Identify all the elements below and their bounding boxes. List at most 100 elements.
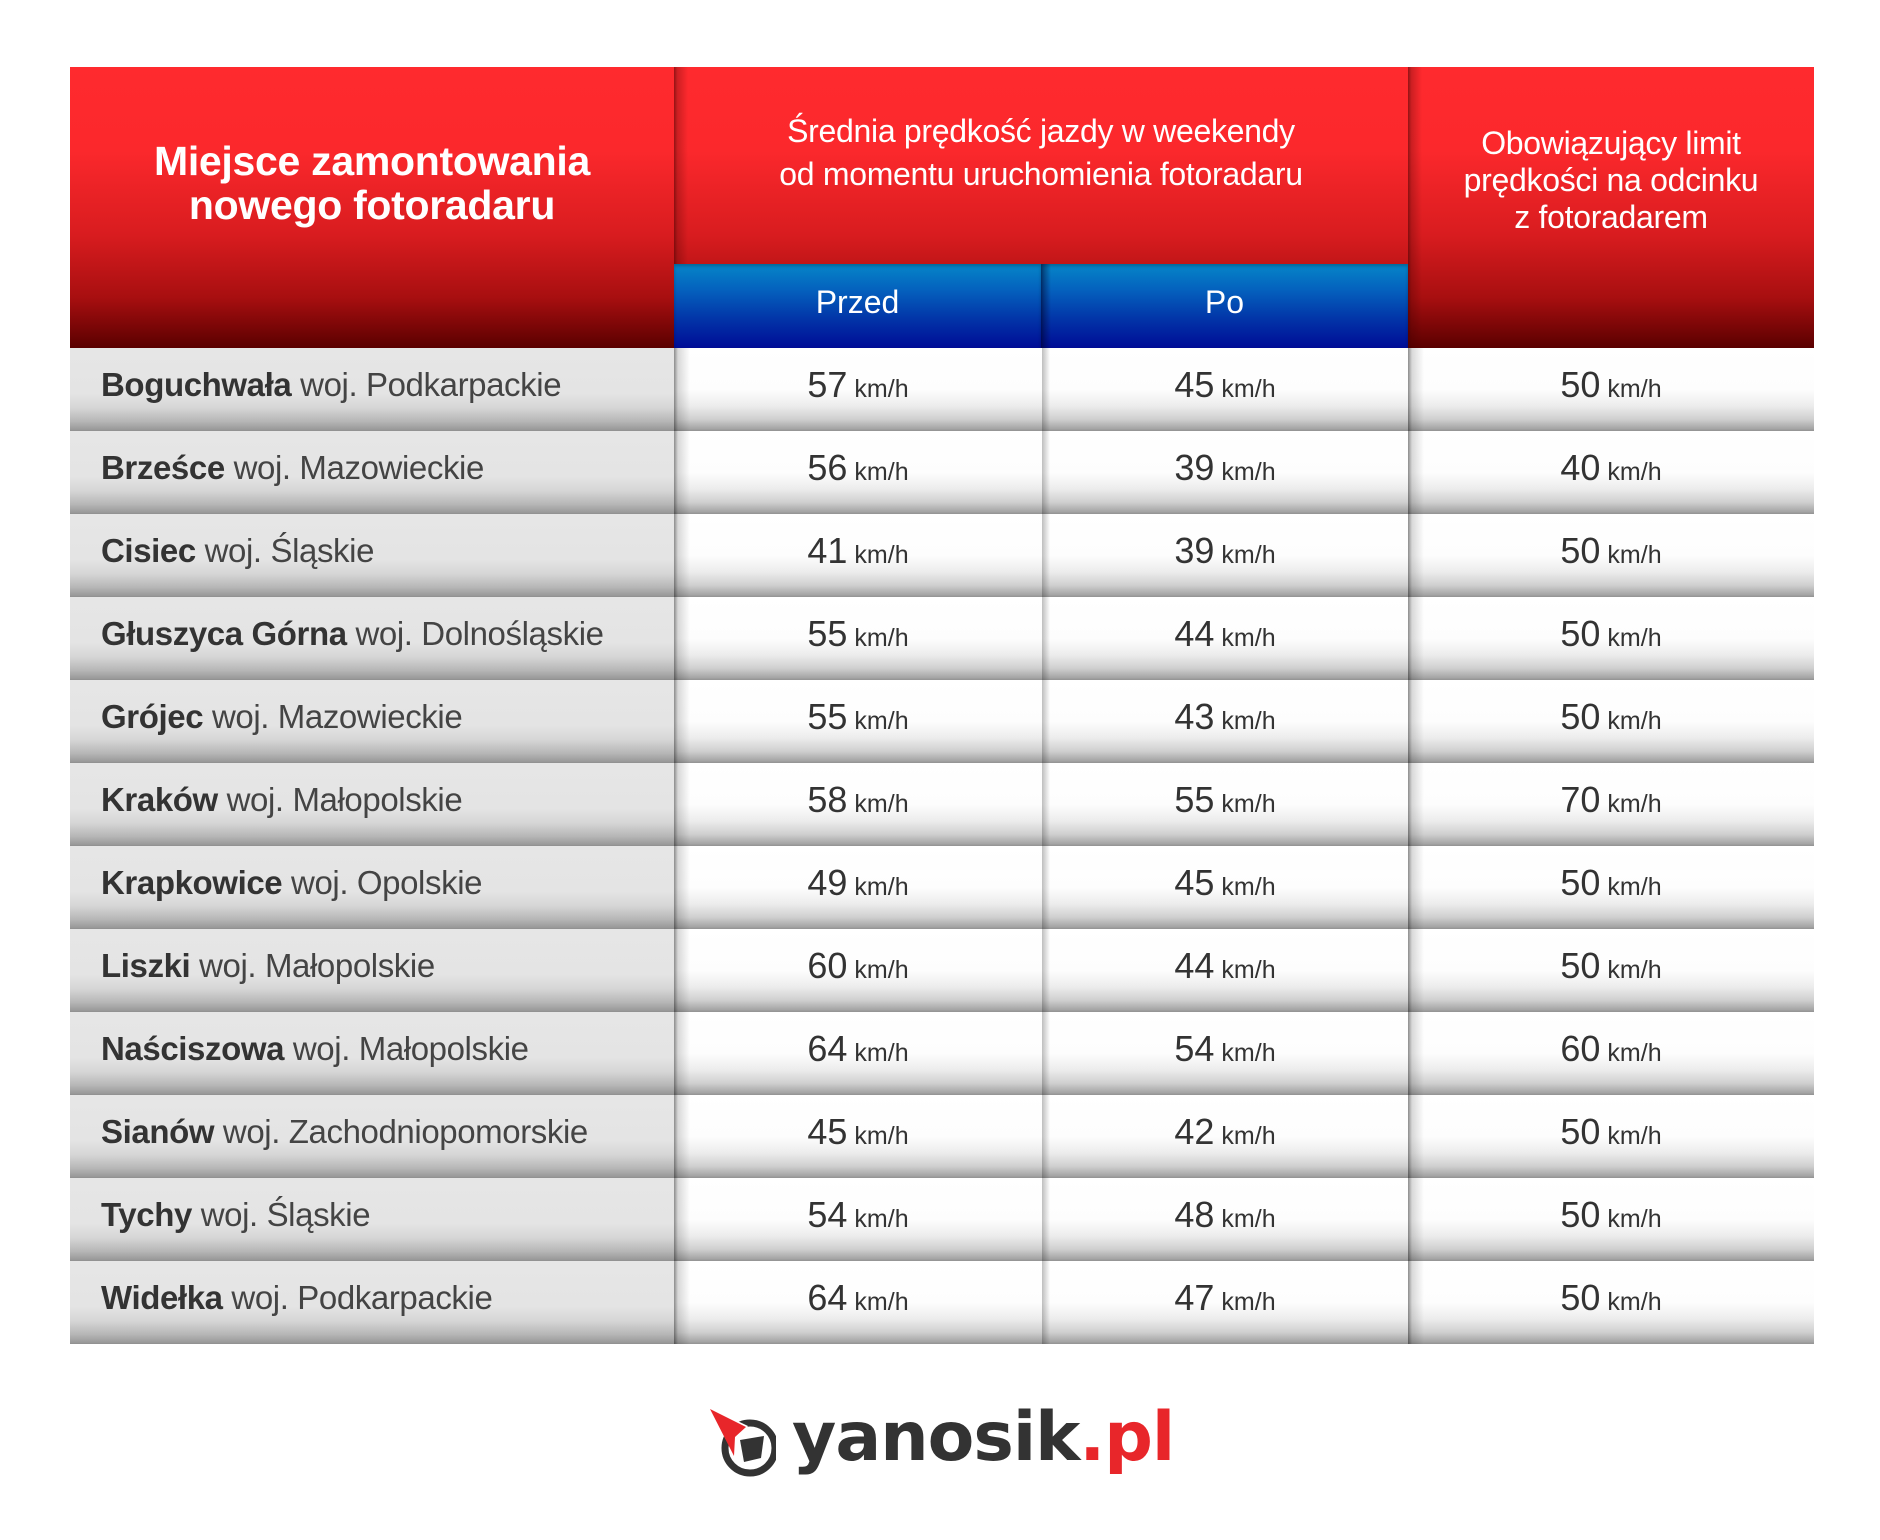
- table-row: Cisiec woj. Śląskie 41 km/h 39 km/h 50 km/h: [70, 514, 1814, 597]
- after-value: 54: [1174, 1028, 1215, 1069]
- unit-label: km/h: [854, 1205, 909, 1233]
- limit-cell: 50 km/h: [1408, 1178, 1814, 1261]
- place-region: woj. Małopolskie: [226, 781, 463, 818]
- after-value: 47: [1174, 1277, 1215, 1318]
- after-cell: 47 km/h: [1042, 1261, 1408, 1344]
- place-name: Tychy: [101, 1196, 192, 1233]
- before-cell: 49 km/h: [674, 846, 1042, 929]
- header-avg-speed-title: Średnia prędkość jazdy w weekendy od mom…: [674, 110, 1408, 196]
- table-row: Kraków woj. Małopolskie 58 km/h 55 km/h 70…: [70, 763, 1814, 846]
- before-cell: 64 km/h: [674, 1012, 1042, 1095]
- unit-label: km/h: [1607, 375, 1662, 403]
- header-limit-line-2: prędkości na odcinku: [1463, 162, 1759, 198]
- unit-label: km/h: [1607, 873, 1662, 901]
- after-value: 45: [1174, 862, 1215, 903]
- table-body: Boguchwała woj. Podkarpackie 57 km/h 45 km…: [70, 348, 1814, 1344]
- unit-label: km/h: [854, 624, 909, 652]
- limit-value: 60: [1560, 1028, 1601, 1069]
- yanosik-logo: yanosik.pl: [706, 1400, 1186, 1480]
- unit-label: km/h: [1607, 707, 1662, 735]
- place-region: woj. Śląskie: [204, 532, 375, 569]
- before-cell: 56 km/h: [674, 431, 1042, 514]
- place-cell: Kraków woj. Małopolskie: [70, 763, 674, 846]
- limit-value: 50: [1560, 530, 1601, 571]
- place-cell: Brześce woj. Mazowieckie: [70, 431, 674, 514]
- after-cell: 45 km/h: [1042, 348, 1408, 431]
- place-cell: Naściszowa woj. Małopolskie: [70, 1012, 674, 1095]
- unit-label: km/h: [1607, 1122, 1662, 1150]
- limit-cell: 50 km/h: [1408, 514, 1814, 597]
- before-value: 54: [807, 1194, 848, 1235]
- place-name: Krapkowice: [101, 864, 283, 901]
- after-value: 48: [1174, 1194, 1215, 1235]
- unit-label: km/h: [1221, 375, 1276, 403]
- unit-label: km/h: [1221, 458, 1276, 486]
- table-row: Boguchwała woj. Podkarpackie 57 km/h 45 km…: [70, 348, 1814, 431]
- limit-value: 50: [1560, 696, 1601, 737]
- before-value: 56: [807, 447, 848, 488]
- limit-cell: 50 km/h: [1408, 846, 1814, 929]
- place-region: woj. Dolnośląskie: [355, 615, 604, 652]
- unit-label: km/h: [1221, 707, 1276, 735]
- unit-label: km/h: [1221, 873, 1276, 901]
- before-value: 64: [807, 1277, 848, 1318]
- header-place-line-2: nowego fotoradaru: [188, 182, 556, 228]
- limit-value: 50: [1560, 945, 1601, 986]
- limit-cell: 70 km/h: [1408, 763, 1814, 846]
- before-cell: 45 km/h: [674, 1095, 1042, 1178]
- header-limit-line-1: Obowiązujący limit: [1481, 125, 1741, 161]
- before-cell: 57 km/h: [674, 348, 1042, 431]
- unit-label: km/h: [1221, 624, 1276, 652]
- place-region: woj. Podkarpackie: [300, 366, 562, 403]
- place-name: Widełka: [101, 1279, 223, 1316]
- subheader-after: Po: [1041, 264, 1408, 348]
- after-value: 44: [1174, 945, 1215, 986]
- header-avg-line-2: od momentu uruchomienia fotoradaru: [779, 156, 1303, 192]
- limit-cell: 50 km/h: [1408, 929, 1814, 1012]
- unit-label: km/h: [1607, 624, 1662, 652]
- before-cell: 60 km/h: [674, 929, 1042, 1012]
- table-row: Liszki woj. Małopolskie 60 km/h 44 km/h 50…: [70, 929, 1814, 1012]
- limit-cell: 50 km/h: [1408, 348, 1814, 431]
- before-value: 45: [807, 1111, 848, 1152]
- table-row: Naściszowa woj. Małopolskie 64 km/h 54 km/…: [70, 1012, 1814, 1095]
- before-cell: 41 km/h: [674, 514, 1042, 597]
- subheader-before: Przed: [674, 264, 1041, 348]
- unit-label: km/h: [1607, 956, 1662, 984]
- table-row: Grójec woj. Mazowieckie 55 km/h 43 km/h 50…: [70, 680, 1814, 763]
- header-avg-line-1: Średnia prędkość jazdy w weekendy: [787, 113, 1295, 149]
- table-header: Miejsce zamontowania nowego fotoradaru Ś…: [70, 67, 1814, 348]
- after-value: 39: [1174, 447, 1215, 488]
- before-value: 41: [807, 530, 848, 571]
- before-cell: 58 km/h: [674, 763, 1042, 846]
- unit-label: km/h: [1607, 458, 1662, 486]
- after-value: 42: [1174, 1111, 1215, 1152]
- unit-label: km/h: [854, 956, 909, 984]
- limit-value: 50: [1560, 1111, 1601, 1152]
- after-value: 55: [1174, 779, 1215, 820]
- limit-cell: 60 km/h: [1408, 1012, 1814, 1095]
- place-name: Boguchwała: [101, 366, 292, 403]
- logo-tld: .pl: [1079, 1398, 1175, 1477]
- place-name: Liszki: [101, 947, 191, 984]
- place-cell: Grójec woj. Mazowieckie: [70, 680, 674, 763]
- unit-label: km/h: [854, 707, 909, 735]
- place-region: woj. Małopolskie: [199, 947, 435, 984]
- unit-label: km/h: [854, 541, 909, 569]
- before-value: 58: [807, 779, 848, 820]
- unit-label: km/h: [1607, 1039, 1662, 1067]
- place-cell: Sianów woj. Zachodniopomorskie: [70, 1095, 674, 1178]
- unit-label: km/h: [1221, 1288, 1276, 1316]
- before-value: 60: [807, 945, 848, 986]
- after-value: 43: [1174, 696, 1215, 737]
- before-cell: 54 km/h: [674, 1178, 1042, 1261]
- table-row: Sianów woj. Zachodniopomorskie 45 km/h 42…: [70, 1095, 1814, 1178]
- after-cell: 42 km/h: [1042, 1095, 1408, 1178]
- table-row: Brześce woj. Mazowieckie 56 km/h 39 km/h 4…: [70, 431, 1814, 514]
- after-value: 45: [1174, 364, 1215, 405]
- unit-label: km/h: [1221, 790, 1276, 818]
- unit-label: km/h: [1221, 1122, 1276, 1150]
- table-row: Krapkowice woj. Opolskie 49 km/h 45 km/h 5…: [70, 846, 1814, 929]
- unit-label: km/h: [1221, 541, 1276, 569]
- after-cell: 44 km/h: [1042, 929, 1408, 1012]
